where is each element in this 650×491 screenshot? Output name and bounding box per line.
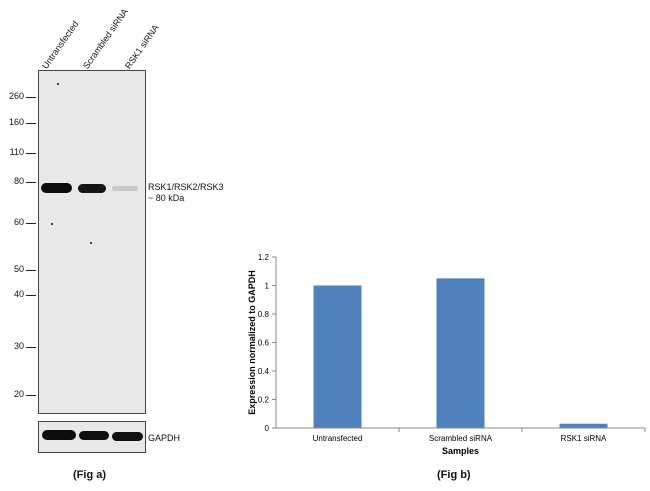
y-tick-label: 1 [265,282,270,291]
y-tick-label: 0.8 [258,310,270,319]
x-axis-title: Samples [442,446,479,456]
lane-label-scrambled: Scrambled siRNA [81,6,130,71]
target-protein-label: RSK1/RSK2/RSK3 [148,182,224,192]
mw-marker-110: 110 [9,147,24,157]
main-blot-membrane [38,70,146,414]
mw-marker-30: 30 [13,341,24,351]
gapdh-band-scrambled [79,431,109,440]
y-tick-label: 0.2 [258,396,270,405]
mw-marker-60: 60 [13,217,24,227]
fig-a-caption: (Fig a) [73,469,106,481]
bar-chart-svg: 0 0.2 0.4 0.6 0.8 1 1.2 Untransfected Scrambled… [247,253,646,456]
bar-rsk1-sirna [559,423,608,428]
mw-marker-20: 20 [13,389,24,399]
loading-control-label: GAPDH [148,433,181,443]
mw-marker-160: 160 [8,117,24,127]
lane-label-rsk1: RSK1 siRNA [123,22,161,71]
gapdh-band-untransfected [42,430,76,440]
x-tick-label: RSK1 siRNA [561,434,607,443]
mw-marker-80: 80 [13,176,24,186]
y-axis-title: Expression normalized to GAPDH [247,270,257,415]
bar-untransfected [313,285,362,428]
mw-tick-30 [26,347,36,348]
mw-tick-110 [26,153,36,154]
x-tick-label: Untransfected [313,434,363,443]
target-size-label: ~ 80 kDa [148,193,185,203]
gapdh-band-rsk1-sirna [112,432,143,441]
mw-marker-260: 260 [8,91,24,101]
band-untransfected [41,183,72,193]
bar-chart: 0 0.2 0.4 0.6 0.8 1 1.2 Untransfected Scrambled… [240,245,650,465]
y-tick-label: 0 [265,424,270,433]
x-tick-label: Scrambled siRNA [429,434,493,443]
mw-marker-40: 40 [13,289,24,299]
mw-tick-60 [26,223,36,224]
mw-marker-50: 50 [13,264,24,274]
mw-tick-40 [26,295,36,296]
mw-tick-80 [26,182,36,183]
band-scrambled [78,184,106,193]
lane-label-untransfected: Untransfected [40,19,81,71]
mw-tick-160 [26,123,36,124]
blot-speck [57,83,59,85]
fig-b-caption: (Fig b) [437,469,471,481]
bar-scrambled-sirna [436,278,485,428]
mw-tick-20 [26,395,36,396]
band-rsk1-sirna [112,186,138,191]
mw-tick-50 [26,270,36,271]
y-tick-label: 0.6 [258,339,270,348]
y-tick-label: 0.4 [258,367,270,376]
blot-speck [90,242,92,244]
mw-tick-260 [26,97,36,98]
blot-speck [51,223,53,225]
y-tick-label: 1.2 [258,253,270,262]
